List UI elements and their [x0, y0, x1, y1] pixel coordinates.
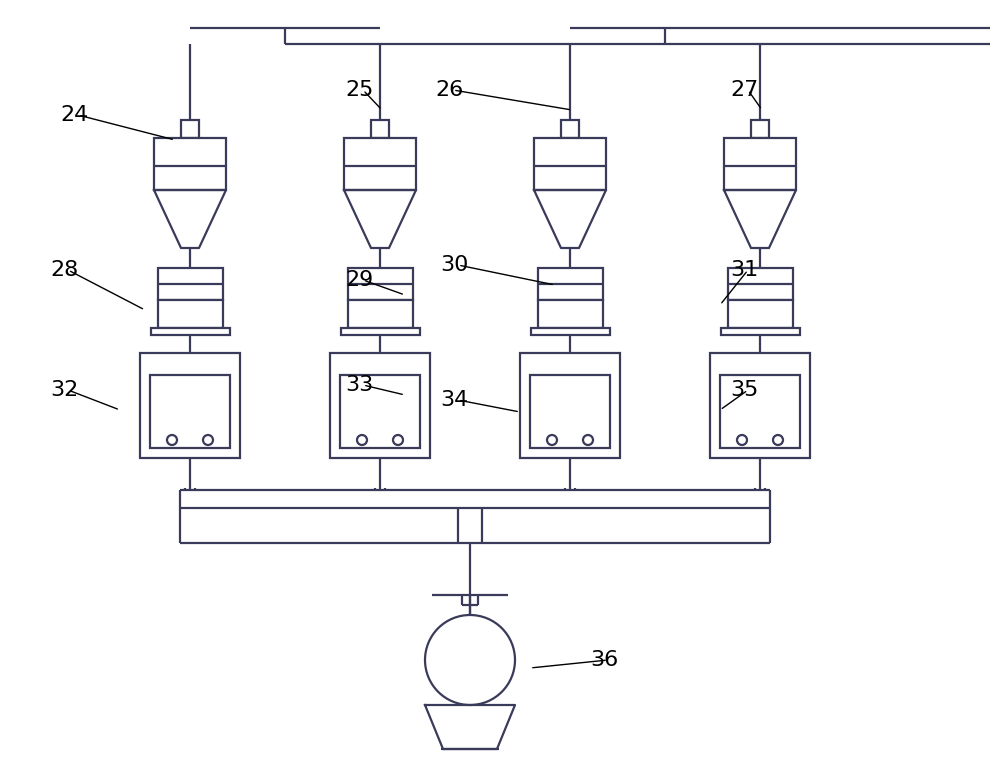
Circle shape [773, 435, 783, 445]
Circle shape [203, 435, 213, 445]
Bar [530, 375, 610, 448]
Bar [181, 120, 199, 138]
Text: 31: 31 [730, 260, 758, 280]
Bar [751, 120, 769, 138]
Text: 35: 35 [730, 380, 758, 400]
Bar [538, 300, 602, 328]
Bar [150, 375, 230, 448]
Circle shape [547, 435, 557, 445]
Bar [720, 328, 800, 335]
Text: 27: 27 [730, 80, 758, 100]
Bar [371, 120, 389, 138]
Circle shape [357, 435, 367, 445]
Text: 30: 30 [440, 255, 468, 275]
Text: 36: 36 [590, 650, 618, 670]
Bar [724, 138, 796, 190]
Bar [340, 328, 420, 335]
Bar [330, 353, 430, 458]
Circle shape [393, 435, 403, 445]
Bar [340, 375, 420, 448]
Bar [720, 375, 800, 448]
Text: 33: 33 [345, 375, 373, 395]
Bar [150, 328, 230, 335]
Bar [140, 353, 240, 458]
Bar [158, 268, 222, 300]
Text: 34: 34 [440, 390, 468, 410]
Bar [534, 138, 606, 190]
Circle shape [167, 435, 177, 445]
Bar [158, 300, 222, 328]
Circle shape [737, 435, 747, 445]
Text: 26: 26 [435, 80, 463, 100]
Bar [710, 353, 810, 458]
Bar [728, 300, 792, 328]
Text: 29: 29 [345, 270, 373, 290]
Text: 32: 32 [50, 380, 78, 400]
Bar [520, 353, 620, 458]
Text: 24: 24 [60, 105, 88, 125]
Circle shape [425, 615, 515, 705]
Text: 25: 25 [345, 80, 373, 100]
Bar [348, 300, 413, 328]
Bar [530, 328, 610, 335]
Circle shape [583, 435, 593, 445]
Bar [348, 268, 413, 300]
Bar [538, 268, 602, 300]
Text: 28: 28 [50, 260, 78, 280]
Bar [728, 268, 792, 300]
Bar [561, 120, 579, 138]
Bar [344, 138, 416, 190]
Bar [154, 138, 226, 190]
